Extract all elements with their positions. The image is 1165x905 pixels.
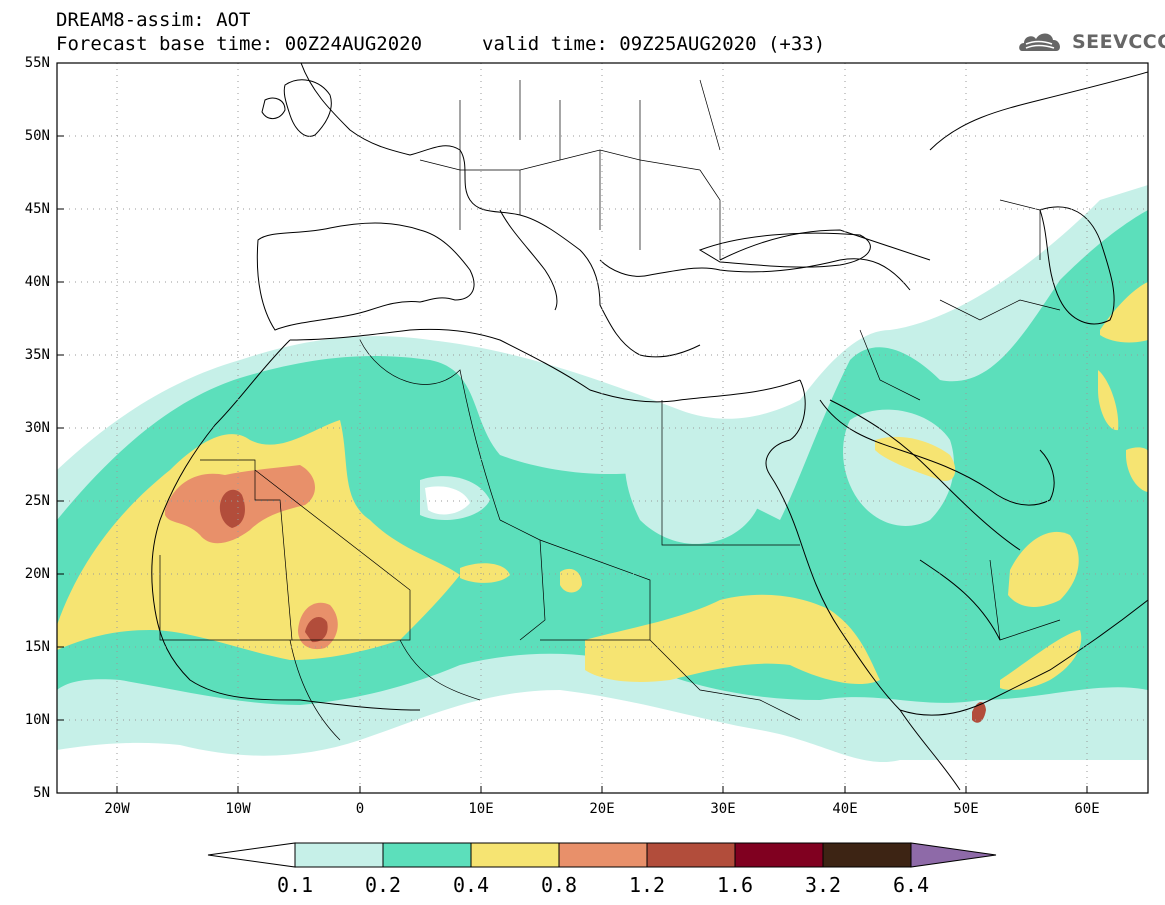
colorbar-label-0.8: 0.8 [540, 873, 578, 897]
colorbar-segment-1.2-1.6 [646, 842, 736, 868]
colorbar-label-0.4: 0.4 [452, 873, 490, 897]
coastlines [151, 63, 1148, 791]
lon-label-60e: 60E [1074, 801, 1100, 817]
lat-label-30n: 30N [24, 420, 50, 436]
colorbar-label-3.2: 3.2 [804, 873, 842, 897]
lat-label-35n: 35N [24, 347, 50, 363]
aot-band-1.2 [219, 489, 245, 528]
lon-label-40e: 40E [832, 801, 858, 817]
colorbar-segment-above-6.4 [910, 842, 997, 868]
colorbar-label-6.4: 6.4 [892, 873, 930, 897]
lon-label-10w: 10W [225, 801, 251, 817]
colorbar-segment-1.6-3.2 [734, 842, 824, 868]
lat-label-45n: 45N [24, 201, 50, 217]
lat-label-15n: 15N [24, 639, 50, 655]
lon-label-0: 0 [355, 801, 365, 817]
lon-label-30e: 30E [710, 801, 736, 817]
axis-ticks [57, 62, 1088, 793]
aot-band-0.4-arabia [1008, 531, 1079, 607]
colorbar-segment-0.4-0.8 [470, 842, 560, 868]
lon-label-20e: 20E [589, 801, 615, 817]
seevccc-cloud-icon [1019, 33, 1060, 51]
lat-label-5n: 5N [33, 785, 50, 801]
colorbar-segment-0.8-1.2 [558, 842, 648, 868]
colorbar-label-1.2: 1.2 [628, 873, 666, 897]
colorbar-segment-3.2-6.4 [822, 842, 912, 868]
lon-label-20w: 20W [104, 801, 130, 817]
colorbar-label-1.6: 1.6 [716, 873, 754, 897]
lat-label-20n: 20N [24, 566, 50, 582]
lat-label-25n: 25N [24, 493, 50, 509]
lat-label-10n: 10N [24, 712, 50, 728]
lon-label-10e: 10E [468, 801, 494, 817]
colorbar-segment-below-0.1 [207, 842, 296, 868]
colorbar-label-0.2: 0.2 [364, 873, 402, 897]
country-borders [159, 79, 1061, 741]
lon-label-50e: 50E [953, 801, 979, 817]
colorbar-segment-0.1-0.2 [294, 842, 384, 868]
forecast-base-time: Forecast base time: 00Z24AUG2020 [56, 33, 423, 55]
lat-label-55n: 55N [24, 55, 50, 71]
valid-time: valid time: 09Z25AUG2020 (+33) [482, 33, 826, 55]
lat-label-50n: 50N [24, 128, 50, 144]
colorbar-segment-0.2-0.4 [382, 842, 472, 868]
map-title: DREAM8-assim: AOT [56, 9, 251, 31]
colorbar [207, 842, 997, 868]
aot-band-0.4-west [57, 420, 460, 660]
lat-label-40n: 40N [24, 274, 50, 290]
seevccc-logo-text: SEEVCCC [1072, 31, 1165, 53]
aot-band-0.4-sahel [585, 594, 880, 685]
colorbar-label-0.1: 0.1 [276, 873, 314, 897]
plot-area [57, 63, 1148, 793]
